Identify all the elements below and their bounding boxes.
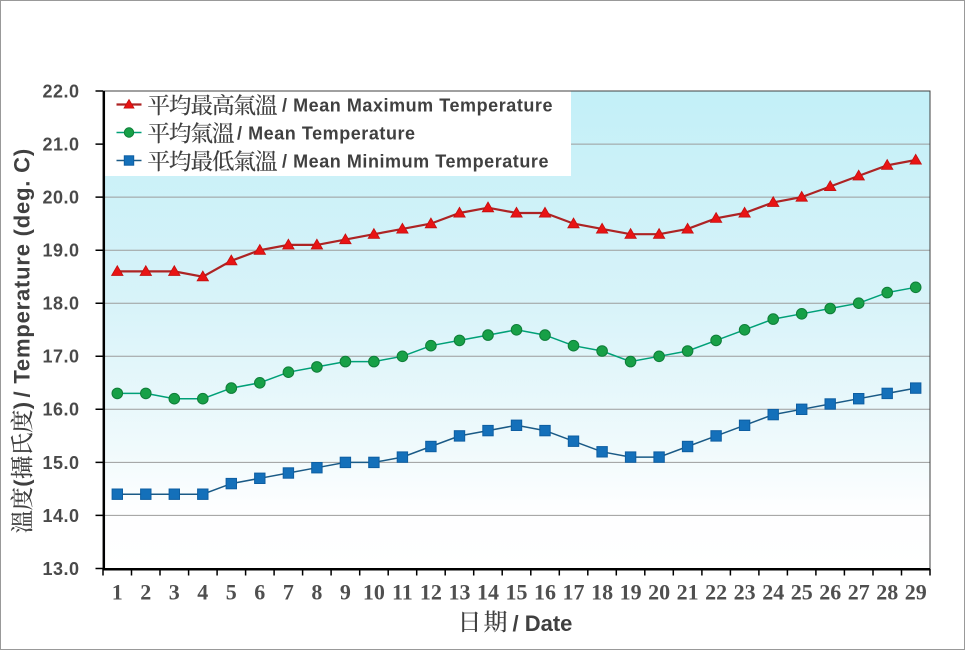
svg-text:12: 12 [420,580,442,605]
svg-text:13.0: 13.0 [42,559,79,579]
svg-text:25: 25 [791,580,813,605]
svg-text:19.0: 19.0 [42,241,79,261]
svg-text:2: 2 [140,580,151,605]
svg-text:18.0: 18.0 [42,294,79,314]
svg-text:20.0: 20.0 [42,188,79,208]
svg-text:14.0: 14.0 [42,506,79,526]
svg-text:6: 6 [254,580,265,605]
svg-text:1: 1 [112,580,123,605]
svg-text:19: 19 [620,580,642,605]
svg-text:15.0: 15.0 [42,453,79,473]
svg-text:7: 7 [283,580,294,605]
svg-text:28: 28 [876,580,898,605]
svg-text:8: 8 [311,580,322,605]
svg-text:/ Mean Maximum Temperature: / Mean Maximum Temperature [282,95,553,115]
svg-text:22.0: 22.0 [42,81,79,101]
svg-text:23: 23 [734,580,756,605]
svg-text:10: 10 [363,580,385,605]
svg-text:27: 27 [848,580,870,605]
svg-text:13: 13 [449,580,471,605]
svg-text:29: 29 [905,580,927,605]
svg-text:/ Date: / Date [513,611,573,636]
svg-text:16: 16 [534,580,556,605]
svg-text:/ Mean Temperature: / Mean Temperature [237,123,416,143]
svg-text:24: 24 [762,580,784,605]
svg-text:17.0: 17.0 [42,347,79,367]
svg-text:21.0: 21.0 [42,135,79,155]
svg-text:18: 18 [591,580,613,605]
svg-text:11: 11 [392,580,413,605]
svg-text:5: 5 [226,580,237,605]
svg-text:9: 9 [340,580,351,605]
svg-text:17: 17 [563,580,585,605]
svg-text:20: 20 [648,580,670,605]
svg-text:/ Mean Minimum Temperature: / Mean Minimum Temperature [282,151,549,171]
svg-text:15: 15 [506,580,528,605]
svg-text:21: 21 [677,580,699,605]
svg-text:4: 4 [197,580,208,605]
svg-text:22: 22 [705,580,727,605]
svg-text:(: ( [10,479,35,487]
svg-text:3: 3 [169,580,180,605]
svg-text:): ) [10,402,35,409]
svg-text:16.0: 16.0 [42,400,79,420]
svg-text:/ Temperature (deg. C): / Temperature (deg. C) [10,148,35,397]
svg-text:26: 26 [819,580,841,605]
svg-text:14: 14 [477,580,499,605]
